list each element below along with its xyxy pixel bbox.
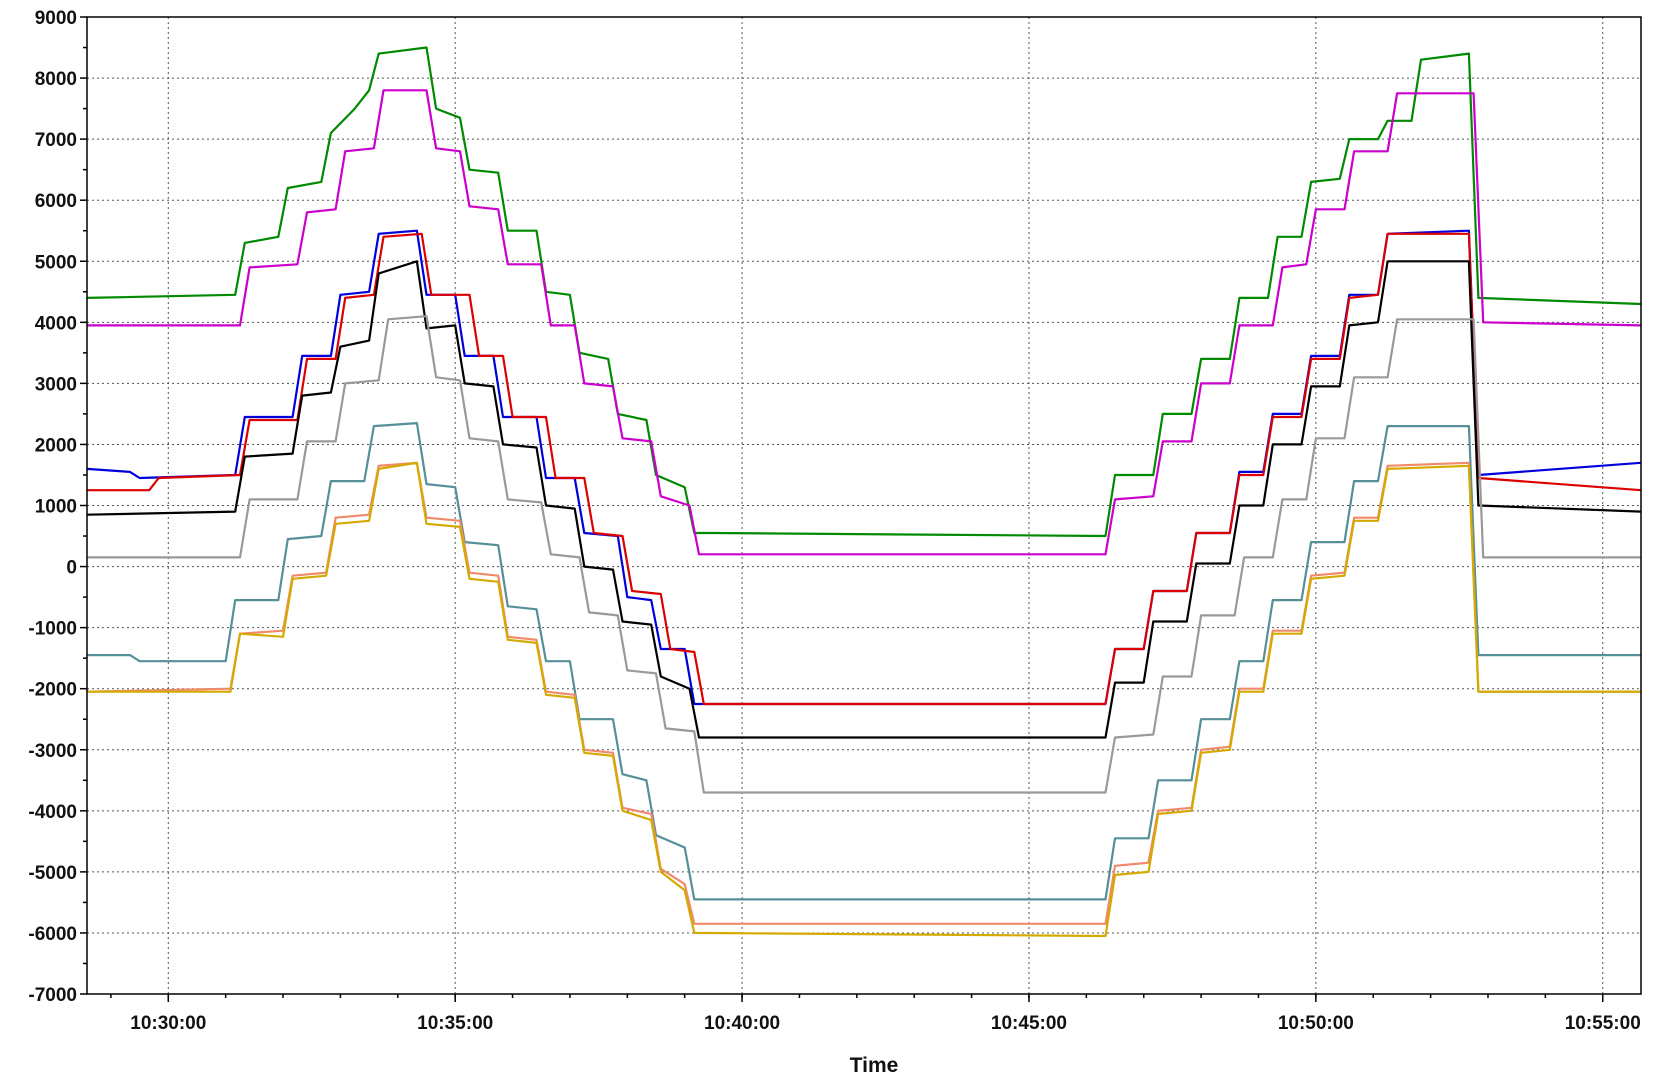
series-line-6 xyxy=(87,315,1641,794)
y-tick-label: 5000 xyxy=(35,252,77,273)
series-line-4 xyxy=(87,232,1642,706)
x-tick-label: 10:55:00 xyxy=(1565,1013,1641,1034)
series-line-8 xyxy=(86,461,1641,925)
x-axis-title: Time xyxy=(850,1054,899,1077)
series-lines xyxy=(86,46,1642,938)
y-tick-label: -4000 xyxy=(28,802,77,823)
series-line-5 xyxy=(86,260,1642,739)
y-tick-labels: 9000 8000 7000 6000 5000 4000 3000 2000 1000 0 -10… xyxy=(28,8,77,1006)
y-tick-label: 6000 xyxy=(35,191,77,212)
y-tick-label: -3000 xyxy=(28,741,77,762)
y-tick-label: 1000 xyxy=(35,497,77,518)
y-tick-label: 3000 xyxy=(35,374,77,395)
y-tick-label: -7000 xyxy=(28,985,77,1006)
x-tick-labels: 10:30:00 10:35:00 10:40:00 10:45:00 10:50:00… xyxy=(130,1013,1641,1034)
y-tick-label: 0 xyxy=(66,558,77,579)
axis-ticks xyxy=(80,16,1604,1002)
x-tick-label: 10:35:00 xyxy=(417,1013,493,1034)
series-line-2 xyxy=(87,89,1642,556)
y-tick-label: -2000 xyxy=(28,680,77,701)
series-line-7 xyxy=(87,422,1641,901)
x-tick-label: 10:40:00 xyxy=(704,1013,780,1034)
x-tick-label: 10:45:00 xyxy=(991,1013,1067,1034)
x-tick-label: 10:30:00 xyxy=(130,1013,206,1034)
grid-lines xyxy=(87,17,1641,994)
series-line-1 xyxy=(86,46,1642,538)
y-tick-label: 7000 xyxy=(35,130,77,151)
y-tick-label: 4000 xyxy=(35,313,77,334)
y-tick-label: 2000 xyxy=(35,435,77,456)
y-tick-label: -5000 xyxy=(28,863,77,884)
y-tick-label: 9000 xyxy=(35,8,77,29)
y-tick-label: 8000 xyxy=(35,69,77,90)
y-tick-label: -1000 xyxy=(28,619,77,640)
y-tick-label: -6000 xyxy=(28,924,77,945)
x-tick-label: 10:50:00 xyxy=(1278,1013,1354,1034)
series-line-9 xyxy=(87,461,1641,938)
